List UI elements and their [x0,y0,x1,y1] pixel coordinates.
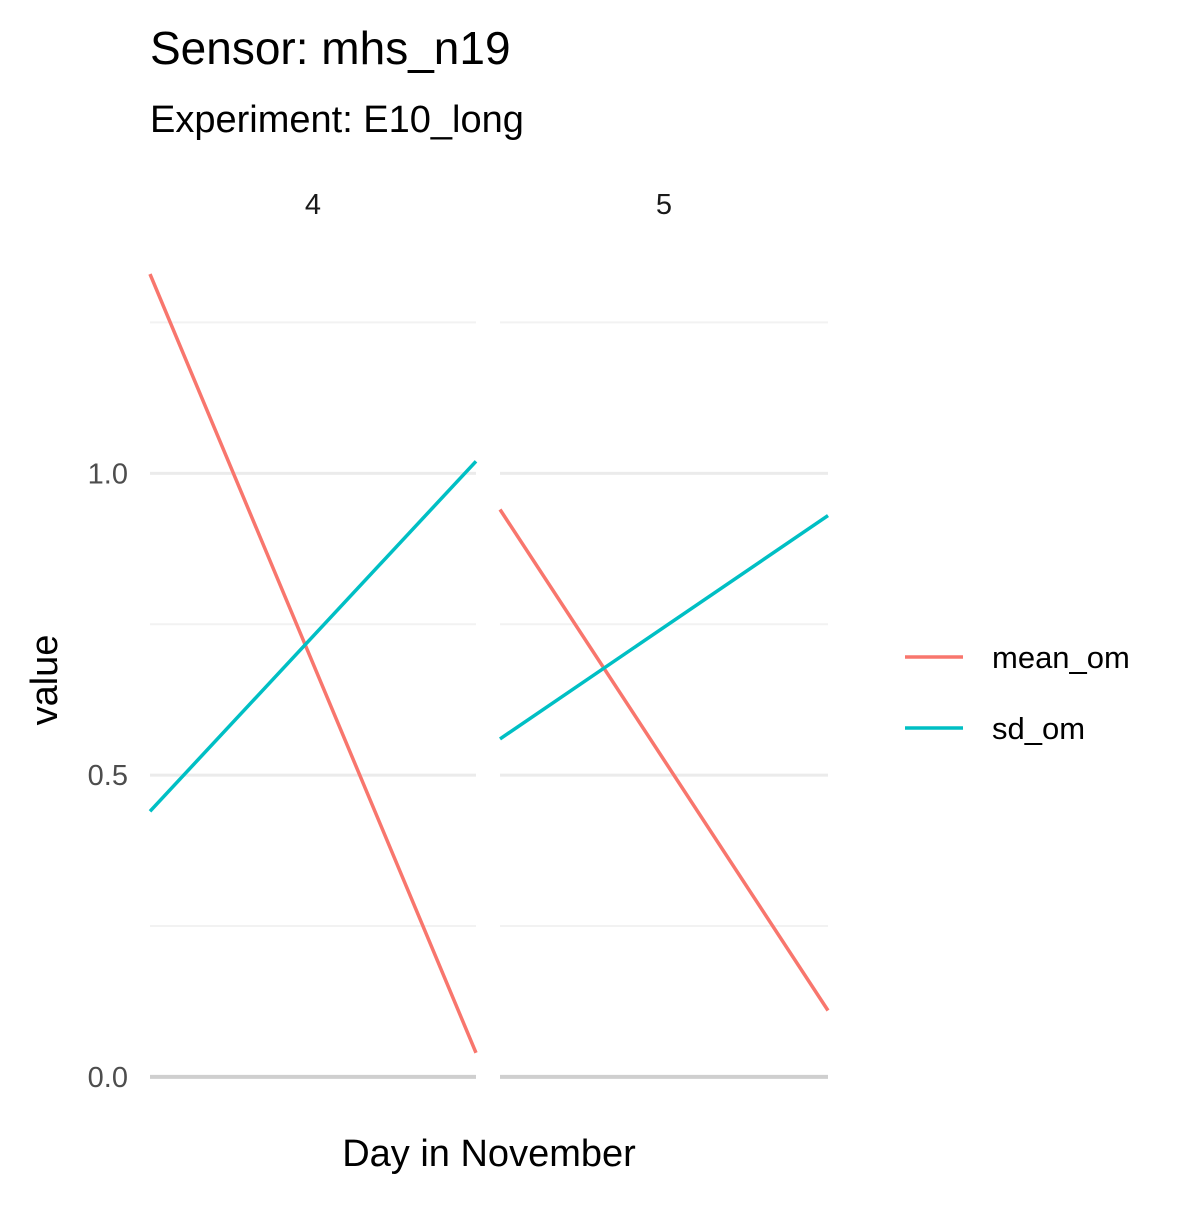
legend: mean_om sd_om [905,640,1130,746]
x-axis-title: Day in November [342,1133,636,1175]
legend-label: sd_om [992,711,1085,746]
y-axis-title: value [24,635,66,726]
y-tick-label: 1.0 [88,458,128,490]
legend-item-sd-om: sd_om [905,711,1085,746]
y-axis: 0.0 0.5 1.0 [88,458,128,1094]
facet-panel-5: 5 [498,189,830,1079]
legend-label: mean_om [992,640,1130,675]
facet-strip-label: 4 [305,189,321,221]
series-line-mean-om [148,273,478,1054]
chart-subtitle: Experiment: E10_long [150,99,524,141]
facet-panel-4: 4 [148,189,478,1079]
legend-item-mean-om: mean_om [905,640,1130,675]
chart-title: Sensor: mhs_n19 [150,22,511,74]
series-line-mean-om [498,508,830,1012]
series-line-sd-om [499,514,829,741]
series-line-sd-om [148,460,478,813]
y-tick-label: 0.0 [88,1062,128,1094]
y-tick-label: 0.5 [88,760,128,792]
facet-strip-label: 5 [656,189,672,221]
